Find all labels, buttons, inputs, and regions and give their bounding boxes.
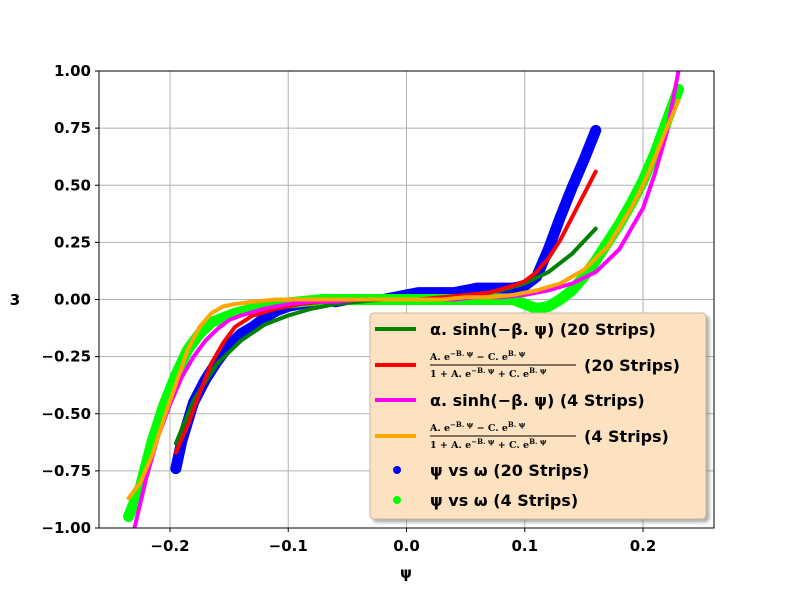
scatter-point <box>532 304 542 314</box>
legend-fraction-denominator: 1 + A. e−B. ψ + C. eB. ψ <box>430 366 547 381</box>
y-tick-label: 0.00 <box>54 291 91 309</box>
legend-entry-4: ψ vs ω (20 Strips) <box>393 461 589 480</box>
scatter-point <box>579 155 589 165</box>
y-tick-label: −1.00 <box>41 519 91 537</box>
x-tick-label: 0.0 <box>393 537 420 555</box>
y-tick-label: −0.50 <box>41 405 91 423</box>
y-axis-label: 3 <box>10 291 20 309</box>
y-tick-label: 0.25 <box>54 233 91 251</box>
legend-label: (4 Strips) <box>584 427 669 446</box>
scatter-point <box>260 313 270 323</box>
scatter-point <box>555 295 565 304</box>
legend-fraction-denominator: 1 + A. e−B. ψ + C. eB. ψ <box>430 437 547 452</box>
legend-marker <box>393 466 401 474</box>
fit-line-3 <box>126 98 681 501</box>
legend-label: (20 Strips) <box>584 356 680 375</box>
scatter-point <box>567 183 577 193</box>
scatter-point <box>567 285 577 295</box>
x-tick-label: 0.2 <box>630 537 657 555</box>
scatter-point <box>236 329 246 339</box>
scatter-point <box>171 464 181 474</box>
y-tick-label: −0.75 <box>41 462 91 480</box>
scatter-point <box>218 313 228 323</box>
scatter-point <box>520 299 530 309</box>
scatter-point <box>124 512 134 522</box>
legend-entry-0: α. sinh(−β. ψ) (20 Strips) <box>375 320 656 339</box>
axis-ticks: −0.2 −0.1 0.0 0.1 0.2 −1.00 −0.75 −0.50 −0.25 0.0… <box>41 62 656 555</box>
y-tick-label: −0.25 <box>41 348 91 366</box>
scatter-point <box>206 317 216 327</box>
legend-box <box>369 312 707 520</box>
x-axis-label: ψ <box>400 564 412 582</box>
legend-fraction-numerator: A. e−B. ψ − C. eB. ψ <box>429 420 526 435</box>
legend-marker <box>393 496 401 504</box>
legend-label: α. sinh(−β. ψ) (4 Strips) <box>430 391 645 410</box>
legend-entry-3: A. e−B. ψ − C. eB. ψ 1 + A. e−B. ψ + C. e… <box>375 420 669 452</box>
legend-label: α. sinh(−β. ψ) (20 Strips) <box>430 320 656 339</box>
scatter-point <box>472 283 482 293</box>
legend-entry-5: ψ vs ω (4 Strips) <box>393 491 578 510</box>
legend-label: ψ vs ω (4 Strips) <box>430 491 578 510</box>
legend-label: ψ vs ω (20 Strips) <box>430 461 589 480</box>
legend-fraction-numerator: A. e−B. ψ − C. eB. ψ <box>429 349 526 364</box>
scatter-point <box>555 212 565 222</box>
y-tick-label: 0.50 <box>54 176 91 194</box>
y-tick-label: 0.75 <box>54 119 91 137</box>
x-tick-label: 0.1 <box>511 537 538 555</box>
y-tick-label: 1.00 <box>54 62 91 80</box>
x-tick-label: −0.2 <box>150 537 189 555</box>
legend-entry-1: A. e−B. ψ − C. eB. ψ 1 + A. e−B. ψ + C. e… <box>375 349 680 381</box>
x-tick-label: −0.1 <box>269 537 308 555</box>
scatter-point <box>591 125 601 135</box>
scatter-point <box>461 285 471 295</box>
series-layer <box>123 71 685 528</box>
legend: α. sinh(−β. ψ) (20 Strips) A. e−B. ψ − C.… <box>369 312 707 520</box>
scatter-point <box>543 301 553 311</box>
legend-entry-2: α. sinh(−β. ψ) (4 Strips) <box>375 391 645 410</box>
